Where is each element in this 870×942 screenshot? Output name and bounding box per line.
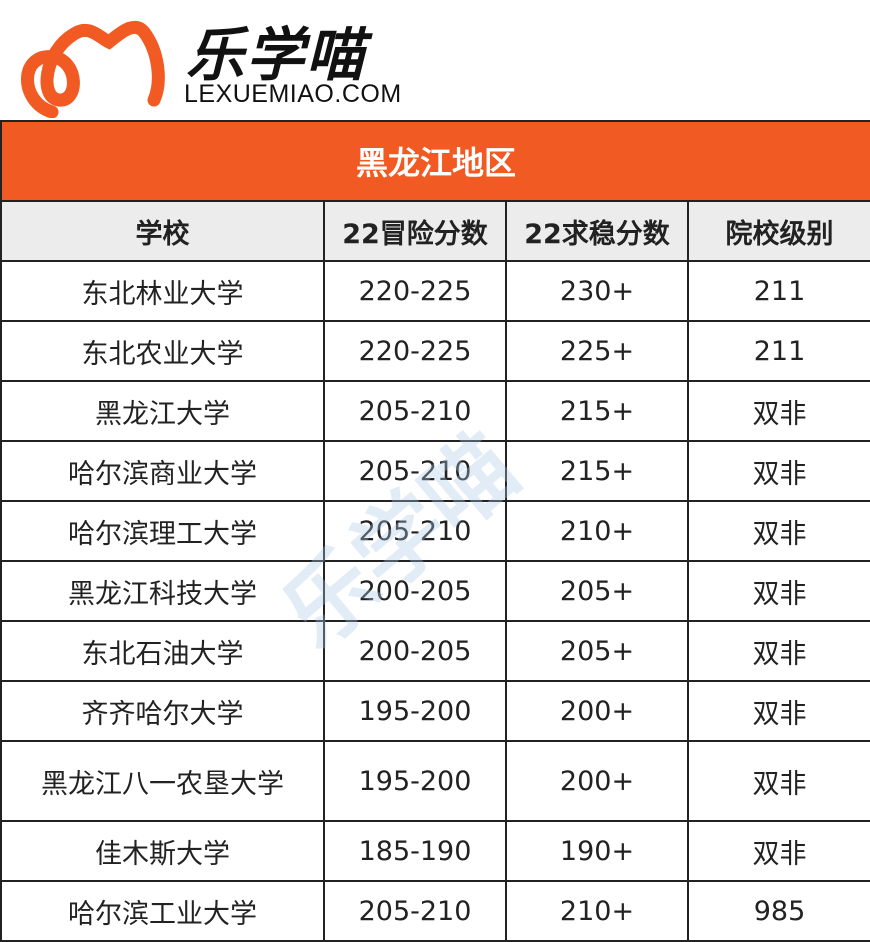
brand-domain: LEXUEMIAO.COM [184, 80, 402, 108]
cell-safe-score: 200+ [505, 740, 689, 822]
cell-school: 哈尔滨理工大学 [0, 500, 325, 562]
cell-risk-score: 200-205 [323, 620, 507, 682]
cell-risk-score: 205-210 [323, 440, 507, 502]
cell-safe-score: 215+ [505, 440, 689, 502]
logo: 乐学喵 LEXUEMIAO.COM [0, 0, 870, 120]
table-row: 黑龙江大学 205-210 215+ 双非 [0, 380, 870, 442]
cell-risk-score: 200-205 [323, 560, 507, 622]
cell-school: 佳木斯大学 [0, 820, 325, 882]
table-row: 哈尔滨理工大学 205-210 210+ 双非 [0, 500, 870, 562]
table-row: 黑龙江八一农垦大学 195-200 200+ 双非 [0, 740, 870, 822]
cell-school: 东北石油大学 [0, 620, 325, 682]
cell-risk-score: 205-210 [323, 380, 507, 442]
cell-level: 211 [686, 260, 870, 322]
score-table: 黑龙江地区 学校 22冒险分数 22求稳分数 院校级别 东北林业大学 220-22… [0, 120, 870, 942]
cell-school: 黑龙江大学 [0, 380, 325, 442]
cell-school: 黑龙江八一农垦大学 [0, 740, 325, 822]
cell-risk-score: 220-225 [323, 320, 507, 382]
cell-school: 齐齐哈尔大学 [0, 680, 325, 742]
cell-safe-score: 230+ [505, 260, 689, 322]
cell-risk-score: 205-210 [323, 880, 507, 942]
cell-level: 双非 [686, 500, 870, 562]
table-row: 东北农业大学 220-225 225+ 211 [0, 320, 870, 382]
cell-risk-score: 185-190 [323, 820, 507, 882]
table-row: 东北林业大学 220-225 230+ 211 [0, 260, 870, 322]
cell-risk-score: 220-225 [323, 260, 507, 322]
cat-logo-icon [21, 20, 165, 118]
cell-risk-score: 195-200 [323, 680, 507, 742]
cell-risk-score: 195-200 [323, 740, 507, 822]
cell-level: 双非 [686, 820, 870, 882]
cell-school: 黑龙江科技大学 [0, 560, 325, 622]
cell-safe-score: 205+ [505, 560, 689, 622]
cell-safe-score: 210+ [505, 500, 689, 562]
cell-safe-score: 200+ [505, 680, 689, 742]
header-school: 学校 [0, 200, 325, 262]
table-row: 齐齐哈尔大学 195-200 200+ 双非 [0, 680, 870, 742]
cell-safe-score: 210+ [505, 880, 689, 942]
cell-school: 东北农业大学 [0, 320, 325, 382]
cell-risk-score: 205-210 [323, 500, 507, 562]
table-row: 佳木斯大学 185-190 190+ 双非 [0, 820, 870, 882]
table-row: 哈尔滨商业大学 205-210 215+ 双非 [0, 440, 870, 502]
cell-school: 哈尔滨工业大学 [0, 880, 325, 942]
table-row: 黑龙江科技大学 200-205 205+ 双非 [0, 560, 870, 622]
cell-level: 双非 [686, 380, 870, 442]
cell-safe-score: 215+ [505, 380, 689, 442]
cell-safe-score: 225+ [505, 320, 689, 382]
cell-level: 双非 [686, 440, 870, 502]
cell-safe-score: 205+ [505, 620, 689, 682]
table-header: 学校 22冒险分数 22求稳分数 院校级别 [0, 200, 870, 262]
cell-safe-score: 190+ [505, 820, 689, 882]
cell-school: 东北林业大学 [0, 260, 325, 322]
header-level: 院校级别 [686, 200, 870, 262]
cell-level: 211 [686, 320, 870, 382]
table-row: 哈尔滨工业大学 205-210 210+ 985 [0, 880, 870, 942]
header-safe-score: 22求稳分数 [505, 200, 689, 262]
cell-level: 双非 [686, 740, 870, 822]
cell-level: 双非 [686, 620, 870, 682]
cell-school: 哈尔滨商业大学 [0, 440, 325, 502]
cell-level: 双非 [686, 680, 870, 742]
cell-level: 双非 [686, 560, 870, 622]
brand-name: 乐学喵 [186, 21, 367, 89]
header-risk-score: 22冒险分数 [323, 200, 507, 262]
table-row: 东北石油大学 200-205 205+ 双非 [0, 620, 870, 682]
table-title: 黑龙江地区 [0, 120, 870, 202]
cell-level: 985 [686, 880, 870, 942]
